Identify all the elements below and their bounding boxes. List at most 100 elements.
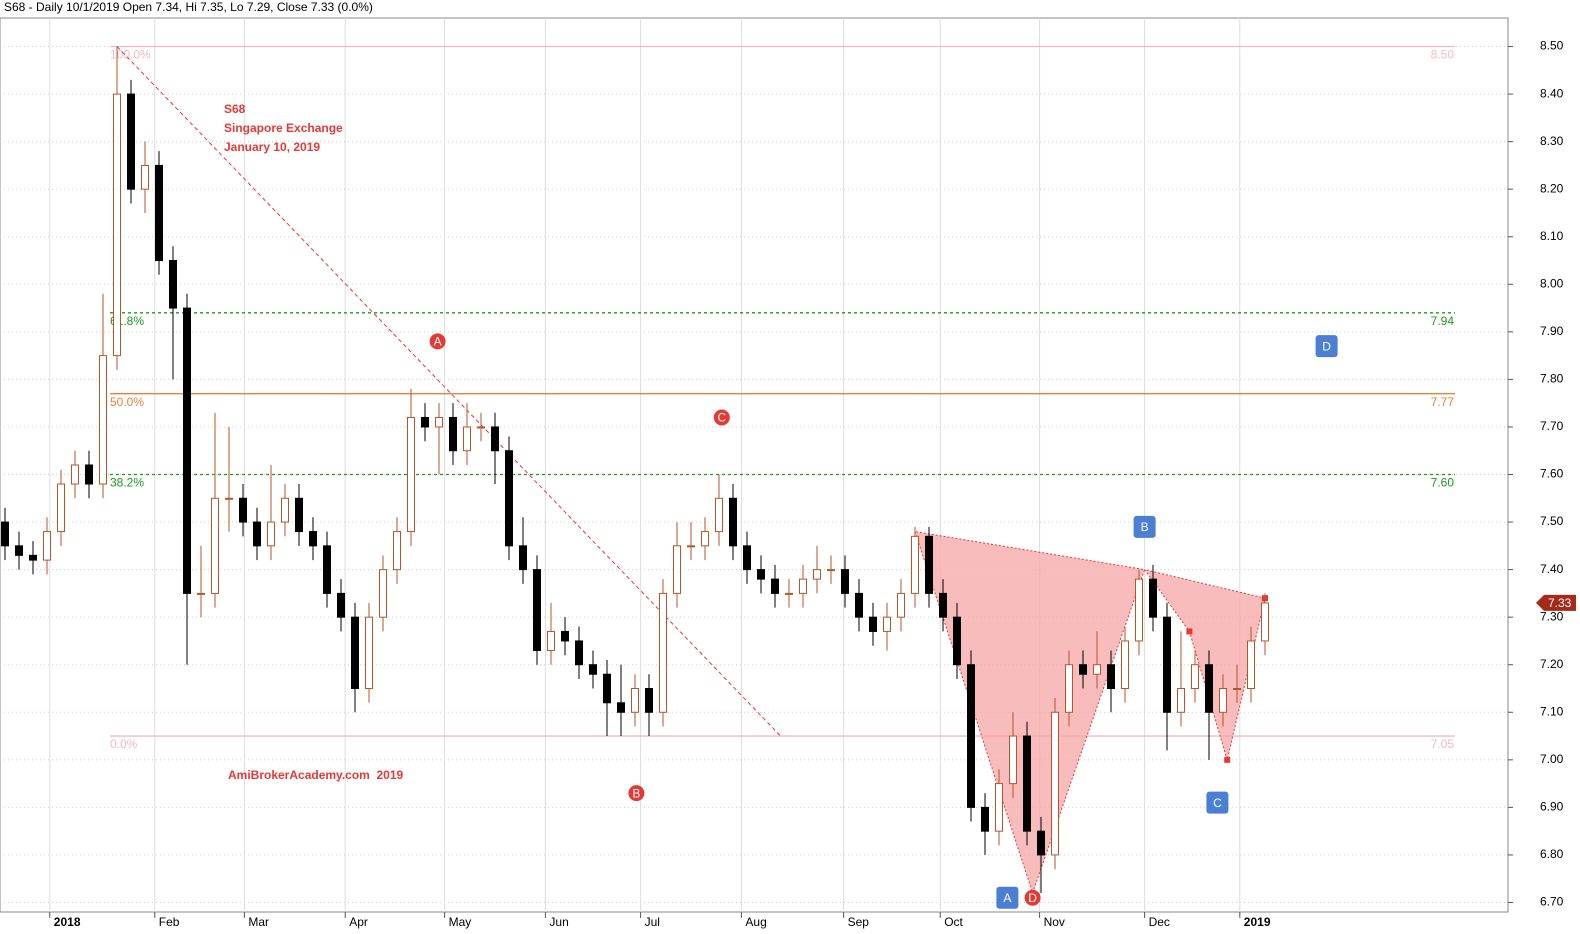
fib-price: 7.05 [1431,737,1455,751]
candle-body [953,616,961,666]
candle-body [757,569,765,580]
y-tick-label: 7.50 [1540,514,1564,528]
candle-body [1149,578,1157,618]
candle-body [813,569,821,580]
watermark: AmiBrokerAcademy.com 2019 [228,768,404,782]
x-tick-label: May [449,915,472,929]
candle-body [463,426,471,452]
candle-body [911,535,919,594]
candle-body [1107,664,1115,689]
y-tick-label: 7.20 [1540,657,1564,671]
candle-body [85,464,93,485]
y-tick-label: 8.00 [1540,276,1564,290]
candle-body [393,531,401,571]
x-tick-label: Nov [1044,915,1065,929]
fib-price: 7.94 [1431,314,1455,328]
header: S68 - Daily 10/1/2019 Open 7.34, Hi 7.35… [4,0,373,14]
candle-body [323,545,331,594]
pattern-xab [914,530,1146,895]
candle-body [477,426,485,429]
candle-body [869,616,877,632]
marker-label: A [434,335,442,349]
x-tick-label: Sep [848,915,870,929]
candle-body [855,592,863,618]
candle-body [211,497,219,594]
marker-circle [1024,889,1041,906]
candle-body [15,545,23,556]
candle-body [1247,640,1255,690]
candle-body [337,592,345,618]
x-tick-label: Jun [549,915,568,929]
plot-frame [0,17,1509,913]
candle-body [365,616,373,690]
chart-title: S68 [224,102,246,116]
marker-circle [713,409,730,426]
fib-pct: 38.2% [110,476,144,490]
y-tick-label: 6.70 [1540,895,1564,909]
candle-body [421,416,429,428]
candle-body [519,545,527,571]
candle-body [505,450,513,547]
candle-body [225,497,233,500]
y-tick-label: 7.60 [1540,467,1564,481]
marker-square [1206,791,1229,814]
y-tick-label: 7.00 [1540,752,1564,766]
marker-label: A [1003,891,1011,905]
candle-body [1135,578,1143,642]
candle-body [113,93,121,357]
candle-body [197,592,205,595]
candle-body [1121,640,1129,690]
candle-body [1233,688,1241,690]
candle-body [1023,735,1031,832]
marker-label: C [1213,796,1222,810]
candle-body [995,783,1003,832]
y-tick-label: 7.80 [1540,372,1564,386]
candle-body [631,688,639,713]
marker-square [1133,515,1156,538]
fib-price: 8.50 [1431,48,1455,62]
last-price-tag [1536,594,1576,611]
candle-body [743,545,751,571]
marker-label: C [717,411,726,425]
fib-pct: 100.0% [110,48,151,62]
fib-pct: 0.0% [110,737,138,751]
candle-body [589,664,597,675]
candle-body [1,521,9,547]
candle-body [267,521,275,547]
marker-label: D [1322,339,1331,353]
candle-body [491,426,499,452]
chart-title: Singapore Exchange [224,121,343,135]
candle-body [435,416,443,428]
candle-body [939,592,947,618]
candle-body [379,569,387,618]
y-tick-label: 8.20 [1540,181,1564,195]
candle-body [883,616,891,632]
candle-body [141,164,149,190]
y-tick-label: 7.40 [1540,562,1564,576]
candle-body [729,497,737,547]
candle-body [1051,711,1059,856]
marker-label: B [632,786,640,800]
candle-body [1219,688,1227,713]
x-tick-label: Apr [349,915,368,929]
pattern-point [1186,628,1193,635]
x-tick-label: Jul [645,915,660,929]
marker-label: D [1028,891,1037,905]
candle-body [1037,830,1045,856]
candle-body [673,545,681,594]
x-tick-label: 2018 [54,915,81,929]
candle-body [295,497,303,533]
candle-body [1191,664,1199,689]
candle-body [617,702,625,713]
candle-body [561,630,569,642]
candle-body [981,806,989,832]
candle-body [1065,664,1073,713]
y-tick-label: 8.10 [1540,229,1564,243]
candle-body [71,464,79,485]
x-tick-label: Aug [745,915,766,929]
candle-body [1177,688,1185,713]
marker-square [1315,335,1338,358]
candle-body [1261,602,1269,642]
x-tick-label: Dec [1149,915,1170,929]
candle-body [351,616,359,690]
